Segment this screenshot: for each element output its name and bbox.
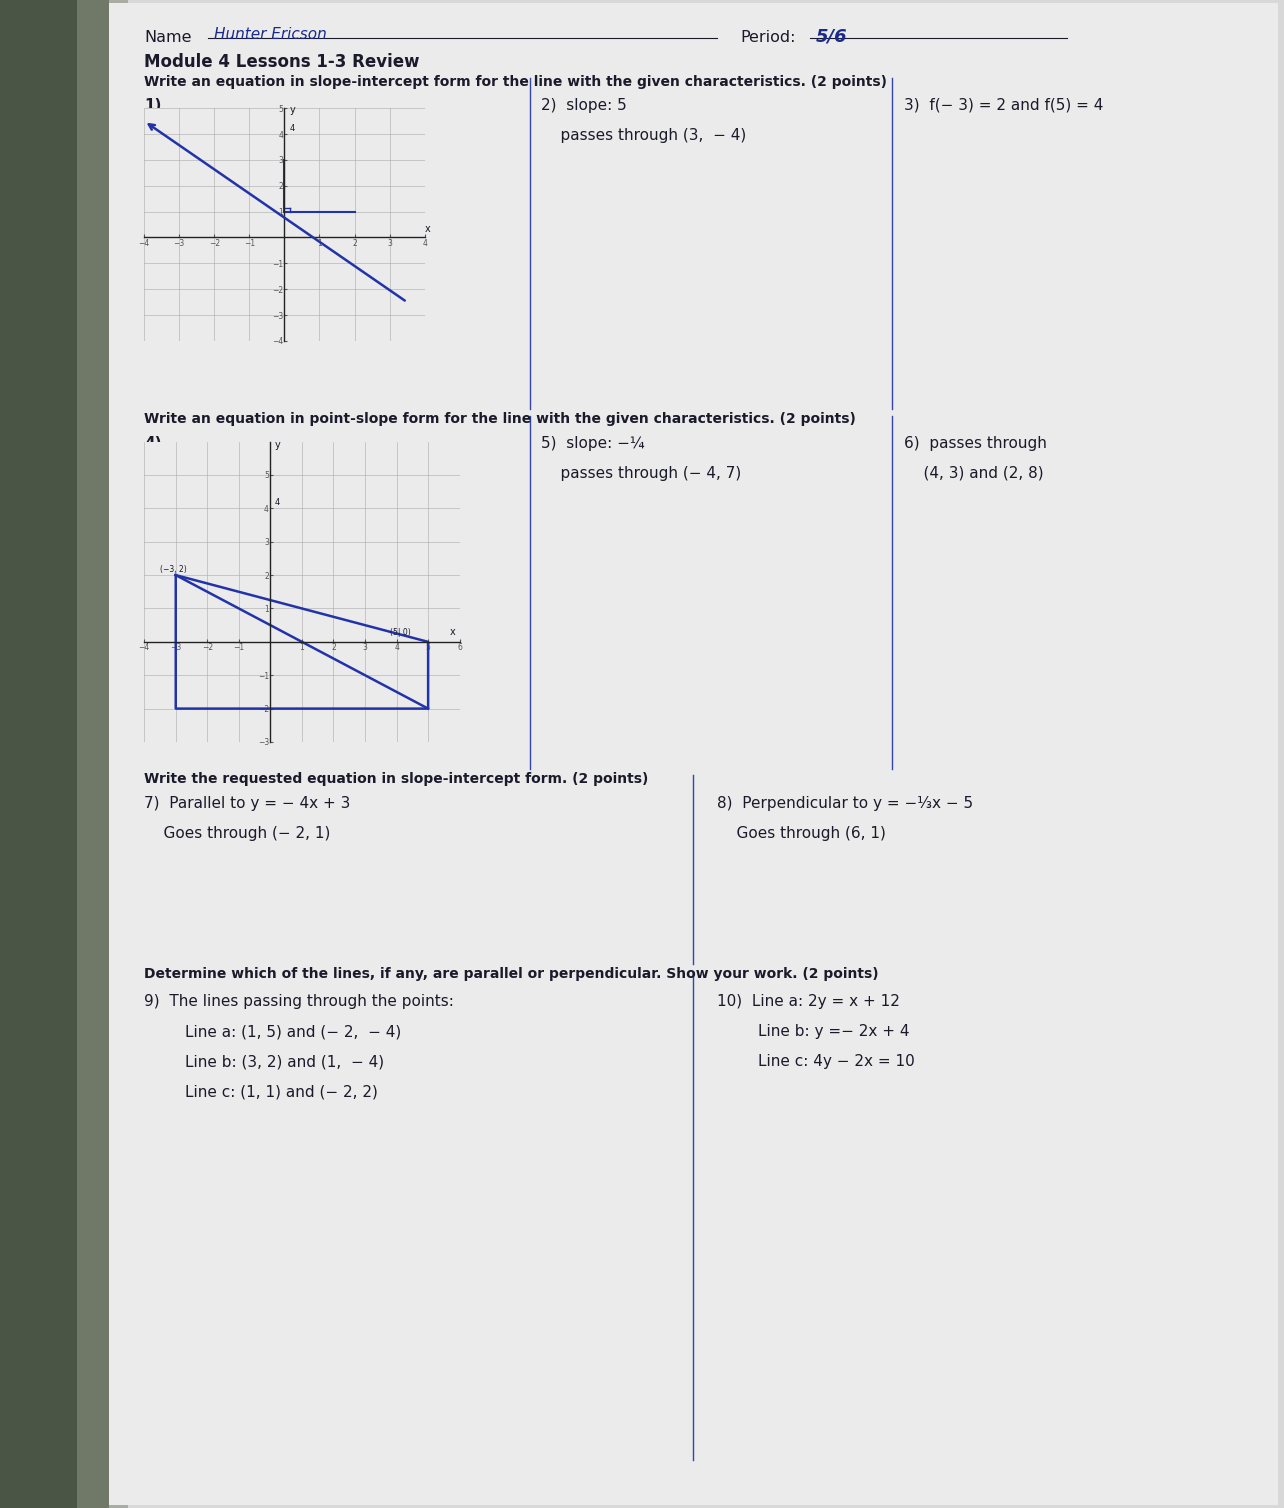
Text: Period:: Period: <box>740 30 796 45</box>
Text: passes through (3,  − 4): passes through (3, − 4) <box>542 128 747 143</box>
Text: 4): 4) <box>144 436 162 451</box>
Text: Line a: (1, 5) and (− 2,  − 4): Line a: (1, 5) and (− 2, − 4) <box>185 1024 402 1039</box>
Text: 4: 4 <box>290 125 295 133</box>
Text: (4, 3) and (2, 8): (4, 3) and (2, 8) <box>904 466 1044 481</box>
FancyBboxPatch shape <box>109 3 1278 1505</box>
Text: Line c: 4y − 2x = 10: Line c: 4y − 2x = 10 <box>758 1054 914 1069</box>
Text: (−3, 2): (−3, 2) <box>160 566 186 573</box>
Text: 2)  slope: 5: 2) slope: 5 <box>542 98 627 113</box>
Text: 9)  The lines passing through the points:: 9) The lines passing through the points: <box>144 994 455 1009</box>
Text: x: x <box>451 627 456 638</box>
Text: y: y <box>290 106 295 115</box>
Text: Line b: y =− 2x + 4: Line b: y =− 2x + 4 <box>758 1024 909 1039</box>
Text: Name: Name <box>144 30 191 45</box>
Text: y: y <box>275 440 281 451</box>
Text: Line c: (1, 1) and (− 2, 2): Line c: (1, 1) and (− 2, 2) <box>185 1084 377 1099</box>
Text: Goes through (− 2, 1): Goes through (− 2, 1) <box>144 826 330 841</box>
Text: Write the requested equation in slope-intercept form. (2 points): Write the requested equation in slope-in… <box>144 772 648 786</box>
Text: Line b: (3, 2) and (1,  − 4): Line b: (3, 2) and (1, − 4) <box>185 1054 384 1069</box>
Text: 10)  Line a: 2y = x + 12: 10) Line a: 2y = x + 12 <box>716 994 900 1009</box>
Text: Goes through (6, 1): Goes through (6, 1) <box>716 826 886 841</box>
Text: 8)  Perpendicular to y = −⅓x − 5: 8) Perpendicular to y = −⅓x − 5 <box>716 796 973 811</box>
Text: Determine which of the lines, if any, are parallel or perpendicular. Show your w: Determine which of the lines, if any, ar… <box>144 967 878 982</box>
FancyBboxPatch shape <box>0 0 109 1508</box>
Text: passes through (− 4, 7): passes through (− 4, 7) <box>542 466 742 481</box>
FancyBboxPatch shape <box>77 0 128 1508</box>
Text: (5| 0): (5| 0) <box>390 629 411 638</box>
Text: 5/6: 5/6 <box>817 27 847 45</box>
Text: Module 4 Lessons 1-3 Review: Module 4 Lessons 1-3 Review <box>144 53 420 71</box>
Text: 5)  slope: −¼: 5) slope: −¼ <box>542 436 645 451</box>
Text: 1): 1) <box>144 98 162 113</box>
Text: 4: 4 <box>275 498 280 507</box>
Text: Write an equation in slope-intercept form for the line with the given characteri: Write an equation in slope-intercept for… <box>144 75 887 89</box>
Text: Write an equation in point-slope form for the line with the given characteristic: Write an equation in point-slope form fo… <box>144 412 856 425</box>
Text: x: x <box>425 225 430 234</box>
Text: Hunter Ericson: Hunter Ericson <box>214 27 327 42</box>
Text: 3)  f(− 3) = 2 and f(5) = 4: 3) f(− 3) = 2 and f(5) = 4 <box>904 98 1103 113</box>
Text: 7)  Parallel to y = − 4x + 3: 7) Parallel to y = − 4x + 3 <box>144 796 351 811</box>
Text: 6)  passes through: 6) passes through <box>904 436 1046 451</box>
